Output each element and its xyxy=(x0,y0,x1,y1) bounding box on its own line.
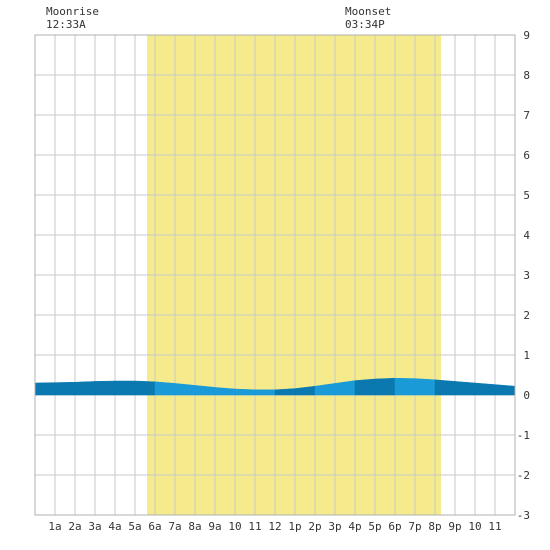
x-tick-label: 6p xyxy=(388,520,401,533)
tide-area-segment xyxy=(134,380,156,396)
x-tick-label: 3p xyxy=(328,520,341,533)
x-tick-label: 9p xyxy=(448,520,461,533)
x-tick-label: 3a xyxy=(88,520,101,533)
x-tick-label: 5a xyxy=(128,520,141,533)
y-tick-label: 5 xyxy=(523,189,530,202)
y-tick-label: 1 xyxy=(523,349,530,362)
y-tick-label: 4 xyxy=(523,229,530,242)
y-tick-label: -2 xyxy=(517,469,530,482)
x-tick-label: 8a xyxy=(188,520,201,533)
y-tick-label: -3 xyxy=(517,509,530,522)
moonset-time: 03:34P xyxy=(345,18,385,31)
tide-area-segment xyxy=(234,388,256,396)
x-tick-label: 7p xyxy=(408,520,421,533)
y-tick-label: 8 xyxy=(523,69,530,82)
x-tick-label: 1a xyxy=(48,520,61,533)
x-tick-label: 5p xyxy=(368,520,381,533)
x-tick-label: 4p xyxy=(348,520,361,533)
x-tick-label: 7a xyxy=(168,520,181,533)
tide-area-segment xyxy=(54,381,76,396)
tide-area-segment xyxy=(494,384,516,396)
tide-area-segment xyxy=(154,381,176,396)
y-tick-label: 2 xyxy=(523,309,530,322)
tide-area-segment xyxy=(94,380,116,396)
x-tick-label: 2p xyxy=(308,520,321,533)
tide-area-segment xyxy=(414,378,436,396)
moonset-label: Moonset xyxy=(345,5,391,18)
x-tick-label: 1p xyxy=(288,520,301,533)
plot-frame xyxy=(34,34,516,516)
x-tick-label: 10 xyxy=(228,520,241,533)
tide-area-segment xyxy=(174,383,196,396)
tide-area-segment xyxy=(434,379,456,396)
y-tick-label: -1 xyxy=(517,429,530,442)
tide-area-segment xyxy=(254,389,276,396)
y-tick-label: 6 xyxy=(523,149,530,162)
x-tick-label: 6a xyxy=(148,520,161,533)
tide-area-segment xyxy=(394,377,416,396)
tide-area-segment xyxy=(334,380,356,396)
tide-area-segment xyxy=(474,382,496,396)
y-tick-label: 7 xyxy=(523,109,530,122)
x-tick-label: 11 xyxy=(248,520,261,533)
x-tick-label: 4a xyxy=(108,520,121,533)
y-tick-label: 9 xyxy=(523,29,530,42)
x-tick-label: 9a xyxy=(208,520,221,533)
x-tick-label: 10 xyxy=(468,520,481,533)
tide-area-segment xyxy=(74,381,96,396)
tide-area-segment xyxy=(214,387,236,396)
tide-area-segment xyxy=(114,380,136,396)
tide-area-segment xyxy=(374,377,396,396)
x-tick-label: 12 xyxy=(268,520,281,533)
y-tick-label: 3 xyxy=(523,269,530,282)
tide-area-segment xyxy=(34,382,56,396)
x-tick-label: 2a xyxy=(68,520,81,533)
moonrise-time: 12:33A xyxy=(46,18,86,31)
moonrise-label: Moonrise xyxy=(46,5,99,18)
y-tick-label: 0 xyxy=(523,389,530,402)
x-tick-label: 8p xyxy=(428,520,441,533)
x-tick-label: 11 xyxy=(488,520,501,533)
plot-area: 1a 2a 3a 4a 5a 6a 7a 8a 9a 10 11 12 1p 2p 3p 4p 5p 6p 7p 8p… xyxy=(34,29,530,533)
tide-area-segment xyxy=(354,378,376,396)
tide-area-segment xyxy=(454,381,476,396)
tide-area-segment xyxy=(274,388,296,396)
